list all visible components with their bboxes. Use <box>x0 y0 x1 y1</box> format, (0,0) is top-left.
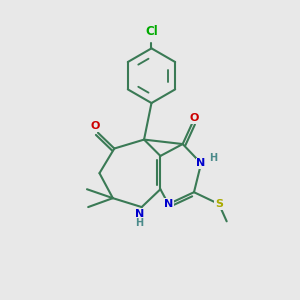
Text: O: O <box>91 121 100 131</box>
Text: Cl: Cl <box>145 25 158 38</box>
Text: N: N <box>196 158 206 168</box>
Text: S: S <box>215 199 223 209</box>
Text: N: N <box>164 199 173 209</box>
Text: H: H <box>135 218 143 227</box>
Text: O: O <box>189 113 198 123</box>
Text: N: N <box>135 209 144 220</box>
Text: H: H <box>209 153 218 163</box>
